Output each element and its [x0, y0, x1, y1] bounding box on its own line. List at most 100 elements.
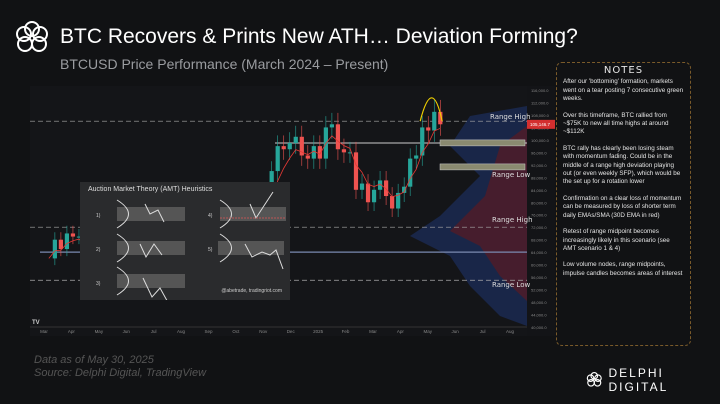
candle — [58, 239, 64, 250]
tradingview-logo: TV — [32, 320, 40, 326]
amt-scenario-5: 5) — [208, 247, 213, 253]
x-tick-label: Apr — [68, 329, 76, 334]
note: Low volume nodes, range midpoints, impul… — [563, 261, 683, 277]
x-tick-label: Jun — [452, 329, 460, 334]
current-price-tag — [527, 119, 555, 129]
brand-name: DELPHI DIGITAL — [608, 366, 669, 394]
candle — [311, 146, 316, 159]
candle — [317, 146, 322, 159]
notes-panel: NOTES After our 'bottoming' formation, m… — [556, 62, 691, 346]
y-tick-label: 112,000.0 — [531, 100, 549, 105]
y-tick-label: 40,000.0 — [531, 325, 547, 330]
candle — [408, 158, 413, 187]
note: BTC rally has clearly been losing steam … — [563, 144, 681, 186]
candle — [365, 183, 371, 203]
delphi-logo-icon — [16, 21, 48, 52]
brand: DELPHI DIGITAL — [585, 366, 720, 394]
candle — [383, 180, 389, 197]
amt-scenario-1: 1) — [96, 213, 101, 219]
amt-heuristics-panel: Auction Market Theory (AMT) Heuristics 1… — [80, 182, 290, 300]
y-tick-label: 80,000.0 — [531, 200, 547, 205]
candle — [438, 111, 443, 125]
amt-scenario-2: 2) — [96, 247, 101, 253]
x-tick-label: Apr — [397, 329, 405, 334]
y-tick-label: 96,000.0 — [531, 150, 547, 155]
candle — [359, 183, 365, 190]
y-tick-label: 60,000.0 — [531, 263, 547, 268]
note: After our 'bottoming' formation, markets… — [563, 78, 684, 103]
candle — [287, 143, 292, 150]
candle — [52, 239, 57, 259]
low-volume-node-zone — [439, 139, 526, 147]
amt-title: Auction Market Theory (AMT) Heuristics — [88, 186, 213, 193]
x-tick-label: Jul — [151, 329, 157, 334]
candle — [341, 149, 347, 153]
source: Source: Delphi Digital, TradingView — [34, 367, 207, 379]
y-tick-label: 76,000.0 — [531, 213, 547, 218]
candle — [432, 111, 437, 131]
note: Confirmation on a clear loss of momentum… — [563, 194, 682, 219]
page-title: BTC Recovers & Prints New ATH… Deviation… — [60, 25, 578, 48]
data-date: Data as of May 30, 2025 — [34, 354, 154, 366]
current-price-label: 105,146.7 — [530, 122, 551, 127]
candle — [293, 136, 298, 144]
candle — [347, 152, 353, 154]
y-tick-label: 100,000.0 — [531, 138, 550, 143]
y-tick-label: 44,000.0 — [531, 313, 547, 318]
x-tick-label: May — [424, 329, 433, 334]
deviation-arc — [419, 97, 443, 122]
x-tick-label: Aug — [506, 329, 515, 334]
x-tick-label: Sep — [204, 329, 213, 334]
y-tick-label: 92,000.0 — [531, 163, 547, 168]
notes-title: NOTES — [603, 65, 644, 76]
x-tick-label: Jun — [123, 329, 131, 334]
range-high-label: Range High — [490, 113, 531, 121]
x-tick-label: Mar — [369, 329, 377, 334]
price-chart[interactable]: 116,000.0112,000.0108,000.0104,000.0100,… — [30, 86, 555, 336]
candle — [402, 186, 407, 193]
y-tick-label: 72,000.0 — [531, 225, 547, 230]
candle — [396, 192, 401, 209]
candle — [305, 155, 310, 159]
x-tick-label: 2025 — [313, 329, 324, 334]
x-tick-label: Dec — [287, 329, 296, 334]
note: Retest of range midpoint becomes increas… — [563, 228, 670, 252]
amt-diagrams: 1) 2) 3) 4) 5) — [96, 191, 286, 300]
y-tick-label: 64,000.0 — [531, 250, 547, 255]
candle — [76, 236, 82, 238]
candle — [329, 124, 335, 128]
page-subtitle: BTCUSD Price Performance (March 2024 – P… — [60, 56, 389, 72]
range-low-label: Range Low — [492, 171, 531, 179]
candle — [299, 136, 304, 156]
y-tick-label: 84,000.0 — [531, 188, 547, 193]
candle — [70, 233, 76, 237]
y-tick-label: 48,000.0 — [531, 300, 547, 305]
x-tick-label: Oct — [232, 329, 240, 334]
candle — [335, 124, 341, 150]
candle — [414, 155, 419, 159]
candle — [390, 196, 395, 209]
amt-credit: @abetrade, tradingriot.com — [221, 288, 282, 294]
range-low-label: Range Low — [492, 281, 531, 289]
x-tick-label: May — [95, 329, 104, 334]
candle — [353, 152, 359, 190]
x-tick-label: Feb — [342, 329, 350, 334]
delphi-logo-icon — [586, 372, 602, 387]
footer: Data as of May 30, 2025 Source: Delphi D… — [34, 354, 206, 380]
candle — [64, 233, 70, 250]
y-tick-label: 116,000.0 — [531, 88, 549, 93]
candle — [377, 180, 383, 190]
y-tick-label: 88,000.0 — [531, 175, 547, 180]
candle — [420, 127, 425, 156]
range-high-label: Range High — [492, 216, 533, 224]
candle — [371, 189, 377, 203]
x-tick-label: Aug — [177, 329, 186, 334]
candle — [275, 146, 280, 172]
x-tick-label: Nov — [259, 329, 268, 334]
note: Over this timeframe, BTC rallied from ~$… — [563, 111, 669, 136]
y-tick-label: 56,000.0 — [531, 275, 547, 280]
x-tick-label: Mar — [40, 329, 48, 334]
x-tick-label: Jul — [480, 329, 486, 334]
y-tick-label: 68,000.0 — [531, 238, 547, 243]
amt-scenario-4: 4) — [208, 213, 213, 219]
